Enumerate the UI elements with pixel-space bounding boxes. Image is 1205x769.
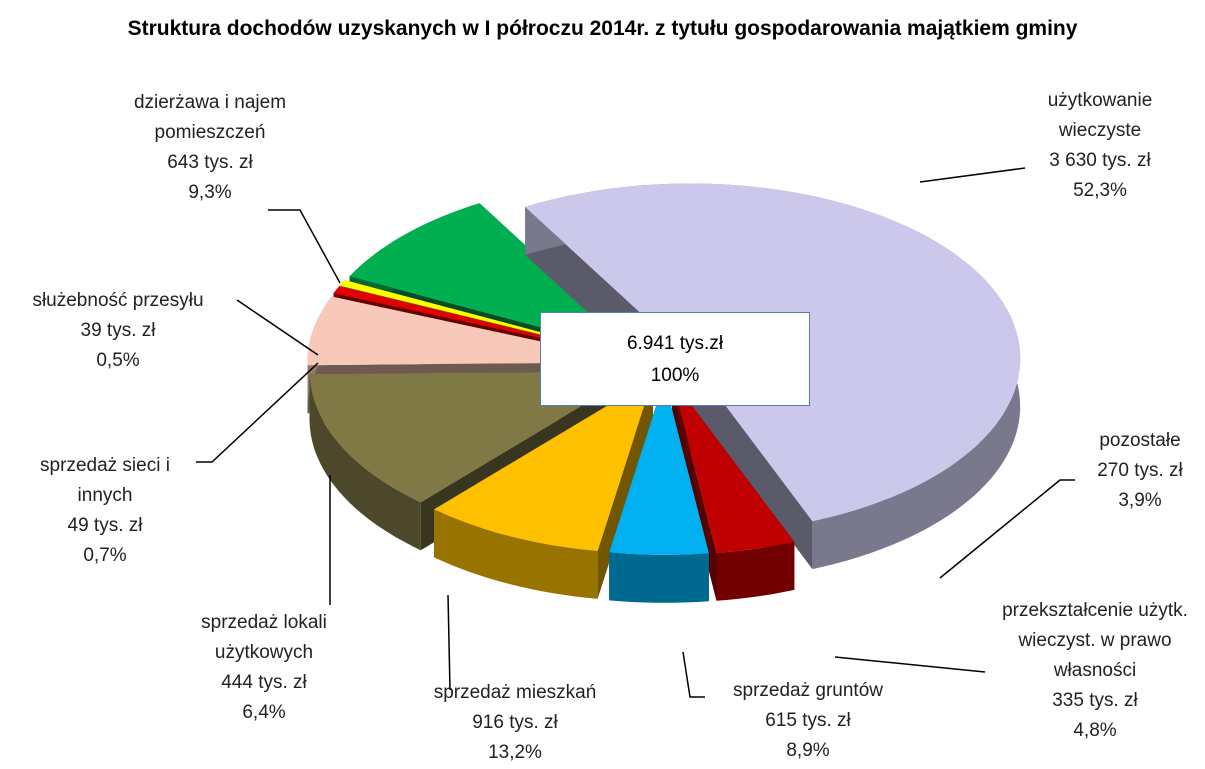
percent-label: 0,7% bbox=[83, 545, 127, 566]
slice-side bbox=[690, 358, 813, 570]
value-label: 444 tys. zł bbox=[221, 672, 307, 693]
category-label: użytkowanie wieczyste bbox=[1047, 90, 1153, 141]
category-label: pozostałe bbox=[1099, 430, 1181, 451]
data-label: pozostałe 270 tys. zł 3,9% bbox=[1080, 426, 1200, 516]
category-label: sprzedaż lokali użytkowych bbox=[201, 612, 327, 663]
value-label: 39 tys. zł bbox=[80, 320, 156, 341]
leader-line bbox=[268, 209, 341, 284]
percent-label: 52,3% bbox=[1073, 180, 1127, 201]
slice bbox=[434, 378, 653, 551]
slice-side bbox=[716, 541, 795, 601]
slice bbox=[672, 379, 795, 553]
data-label: sprzedaż mieszkań 916 tys. zł 13,2% bbox=[415, 678, 615, 768]
category-label: sprzedaż mieszkań bbox=[433, 682, 597, 703]
data-label: sprzedaż gruntów 615 tys. zł 8,9% bbox=[708, 676, 908, 766]
leader-line bbox=[447, 594, 451, 691]
percent-label: 13,2% bbox=[488, 742, 542, 763]
total-percent: 100% bbox=[650, 365, 700, 386]
value-label: 49 tys. zł bbox=[67, 515, 143, 536]
slice-side bbox=[609, 552, 709, 603]
category-label: służebność przesyłu bbox=[32, 290, 204, 311]
data-label: użytkowanie wieczyste 3 630 tys. zł 52,3% bbox=[1025, 86, 1175, 206]
percent-label: 3,9% bbox=[1118, 490, 1162, 511]
total-value: 6.941 tys.zł bbox=[626, 333, 724, 354]
data-label: dzierżawa i najem pomieszczeń 643 tys. zł… bbox=[125, 88, 295, 208]
value-label: 916 tys. zł bbox=[472, 712, 558, 733]
leader-line bbox=[236, 299, 319, 356]
value-label: 270 tys. zł bbox=[1097, 460, 1183, 481]
total-box: 6.941 tys.zł 100% bbox=[540, 312, 810, 406]
data-label: sprzedaż sieci i innych 49 tys. zł 0,7% bbox=[10, 451, 200, 571]
percent-label: 4,8% bbox=[1073, 720, 1117, 741]
slice-side bbox=[309, 374, 421, 551]
leader-line bbox=[939, 479, 1075, 579]
leader-line bbox=[682, 651, 705, 698]
data-label: przekształcenie użytk. wieczyst. w prawo… bbox=[980, 596, 1205, 746]
percent-label: 0,5% bbox=[96, 350, 140, 371]
category-label: dzierżawa i najem pomieszczeń bbox=[133, 92, 287, 143]
chart-title: Struktura dochodów uzyskanych w I półroc… bbox=[127, 17, 1078, 40]
leader-line bbox=[834, 656, 986, 673]
category-label: sprzedaż gruntów bbox=[733, 680, 883, 701]
category-label: przekształcenie użytk. wieczyst. w prawo… bbox=[1002, 600, 1188, 681]
data-label: służebność przesyłu 39 tys. zł 0,5% bbox=[0, 286, 243, 376]
value-label: 335 tys. zł bbox=[1052, 690, 1138, 711]
slice bbox=[609, 379, 709, 555]
percent-label: 8,9% bbox=[786, 740, 830, 761]
percent-label: 6,4% bbox=[242, 702, 286, 723]
value-label: 3 630 tys. zł bbox=[1049, 150, 1151, 171]
leader-line bbox=[196, 362, 319, 463]
data-label: sprzedaż lokali użytkowych 444 tys. zł 6,4… bbox=[179, 608, 349, 728]
percent-label: 9,3% bbox=[188, 182, 232, 203]
value-label: 615 tys. zł bbox=[765, 710, 851, 731]
leader-line bbox=[919, 167, 1026, 183]
slice-side bbox=[434, 509, 598, 599]
category-label: sprzedaż sieci i innych bbox=[40, 455, 170, 506]
value-label: 643 tys. zł bbox=[167, 152, 253, 173]
